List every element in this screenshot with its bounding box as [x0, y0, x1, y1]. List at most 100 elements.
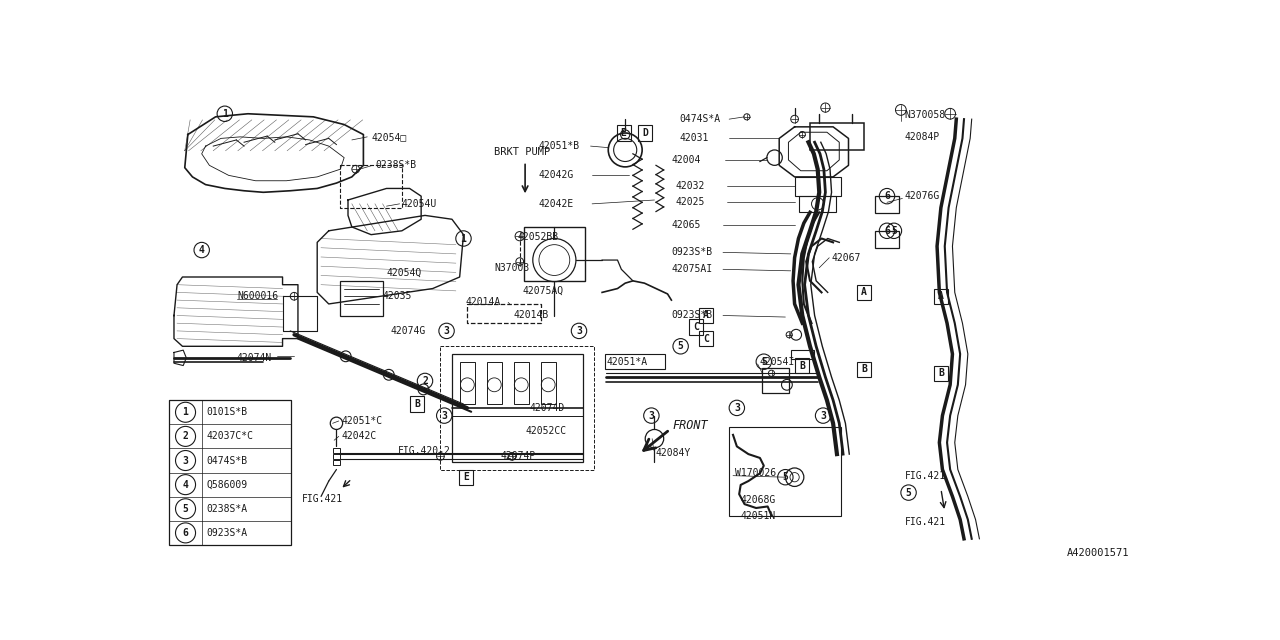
- Text: 3: 3: [444, 326, 449, 336]
- Text: 42031: 42031: [680, 133, 708, 143]
- Text: 42052BB: 42052BB: [517, 232, 558, 242]
- Bar: [858, 285, 870, 300]
- Text: 42052CC: 42052CC: [525, 426, 566, 436]
- Text: 42014B: 42014B: [513, 310, 549, 321]
- Text: A: A: [703, 310, 709, 321]
- Text: N37003: N37003: [494, 263, 530, 273]
- Bar: [333, 460, 339, 465]
- Text: 42051*A: 42051*A: [607, 356, 648, 367]
- Text: 42054I: 42054I: [760, 356, 795, 367]
- Text: 0923S*A: 0923S*A: [206, 528, 247, 538]
- Text: 42051*B: 42051*B: [538, 141, 580, 151]
- Bar: [810, 123, 864, 150]
- Text: E: E: [621, 128, 627, 138]
- Text: 42042C: 42042C: [342, 431, 378, 442]
- Text: 0474S*B: 0474S*B: [206, 456, 247, 465]
- Text: 42054Q: 42054Q: [387, 268, 421, 278]
- Bar: [605, 354, 666, 369]
- Text: 0238S*A: 0238S*A: [206, 504, 247, 514]
- Text: 0101S*B: 0101S*B: [206, 407, 247, 417]
- Text: 3: 3: [733, 403, 740, 413]
- Text: FIG.421: FIG.421: [905, 517, 946, 527]
- Bar: [791, 350, 814, 360]
- Bar: [411, 396, 424, 412]
- Bar: [689, 319, 703, 335]
- Text: 42067: 42067: [832, 253, 861, 263]
- Bar: [795, 177, 841, 196]
- Text: A: A: [861, 287, 867, 298]
- Text: A420001571: A420001571: [1068, 548, 1129, 558]
- Text: 5: 5: [891, 226, 897, 236]
- Text: 3: 3: [442, 411, 447, 420]
- Bar: [639, 125, 652, 141]
- Text: 5: 5: [906, 488, 911, 498]
- Text: 6: 6: [884, 226, 890, 236]
- Text: 42084Y: 42084Y: [657, 447, 691, 458]
- Text: C: C: [703, 333, 709, 344]
- Text: FIG.421: FIG.421: [905, 470, 946, 481]
- Text: 42042E: 42042E: [538, 199, 573, 209]
- Bar: [452, 354, 582, 462]
- Text: 42084P: 42084P: [905, 132, 940, 142]
- Text: 42074D: 42074D: [530, 403, 564, 413]
- Text: 0238S*B: 0238S*B: [375, 161, 416, 170]
- Bar: [730, 427, 841, 516]
- Text: 1: 1: [461, 234, 466, 243]
- Text: 2: 2: [183, 431, 188, 442]
- Text: 4: 4: [183, 479, 188, 490]
- Bar: [934, 289, 947, 304]
- Text: 42004: 42004: [672, 155, 700, 165]
- Text: 6: 6: [183, 528, 188, 538]
- Text: 42074P: 42074P: [500, 451, 536, 461]
- Text: 3: 3: [183, 456, 188, 465]
- Bar: [617, 125, 631, 141]
- Text: 42075AI: 42075AI: [672, 264, 713, 275]
- Text: W170026: W170026: [735, 468, 777, 478]
- Bar: [333, 448, 339, 452]
- Text: 42035: 42035: [383, 291, 412, 301]
- Text: 3: 3: [649, 411, 654, 420]
- Text: E: E: [463, 472, 468, 482]
- Text: D: D: [643, 128, 648, 138]
- Text: 5: 5: [677, 341, 684, 351]
- Text: 42054U: 42054U: [402, 199, 438, 209]
- Text: B: B: [800, 360, 805, 371]
- Text: 42074G: 42074G: [390, 326, 425, 336]
- Text: FIG.420-2: FIG.420-2: [398, 446, 451, 456]
- Text: B: B: [415, 399, 420, 409]
- Text: 42032: 42032: [676, 181, 704, 191]
- Text: 3: 3: [820, 411, 826, 420]
- Text: 2: 2: [422, 376, 428, 386]
- Text: 42014A: 42014A: [466, 298, 500, 307]
- Text: 42074N: 42074N: [237, 353, 271, 363]
- Bar: [876, 196, 899, 213]
- Text: 42025: 42025: [676, 196, 704, 207]
- Bar: [169, 400, 291, 545]
- Text: N600016: N600016: [237, 291, 278, 301]
- Text: 42051*C: 42051*C: [342, 416, 383, 426]
- Bar: [540, 362, 556, 404]
- Bar: [524, 227, 585, 281]
- Bar: [699, 331, 713, 346]
- Text: B: B: [938, 368, 943, 378]
- Bar: [460, 362, 475, 404]
- Text: 1: 1: [221, 109, 228, 119]
- Text: B: B: [861, 364, 867, 374]
- Bar: [799, 196, 836, 212]
- Text: 4: 4: [198, 245, 205, 255]
- Text: BRKT PUMP: BRKT PUMP: [494, 147, 550, 157]
- Bar: [934, 365, 947, 381]
- Text: 42051N: 42051N: [741, 511, 776, 521]
- Text: A: A: [938, 291, 943, 301]
- Text: 42076G: 42076G: [905, 191, 940, 201]
- Bar: [460, 470, 472, 485]
- Text: FRONT: FRONT: [673, 419, 709, 432]
- Text: 5: 5: [760, 356, 767, 367]
- Text: 42054□: 42054□: [371, 132, 406, 142]
- Text: 0474S*A: 0474S*A: [680, 114, 721, 124]
- Text: 1: 1: [183, 407, 188, 417]
- Text: C: C: [692, 322, 699, 332]
- Bar: [486, 362, 502, 404]
- Bar: [699, 308, 713, 323]
- Text: 6: 6: [884, 191, 890, 201]
